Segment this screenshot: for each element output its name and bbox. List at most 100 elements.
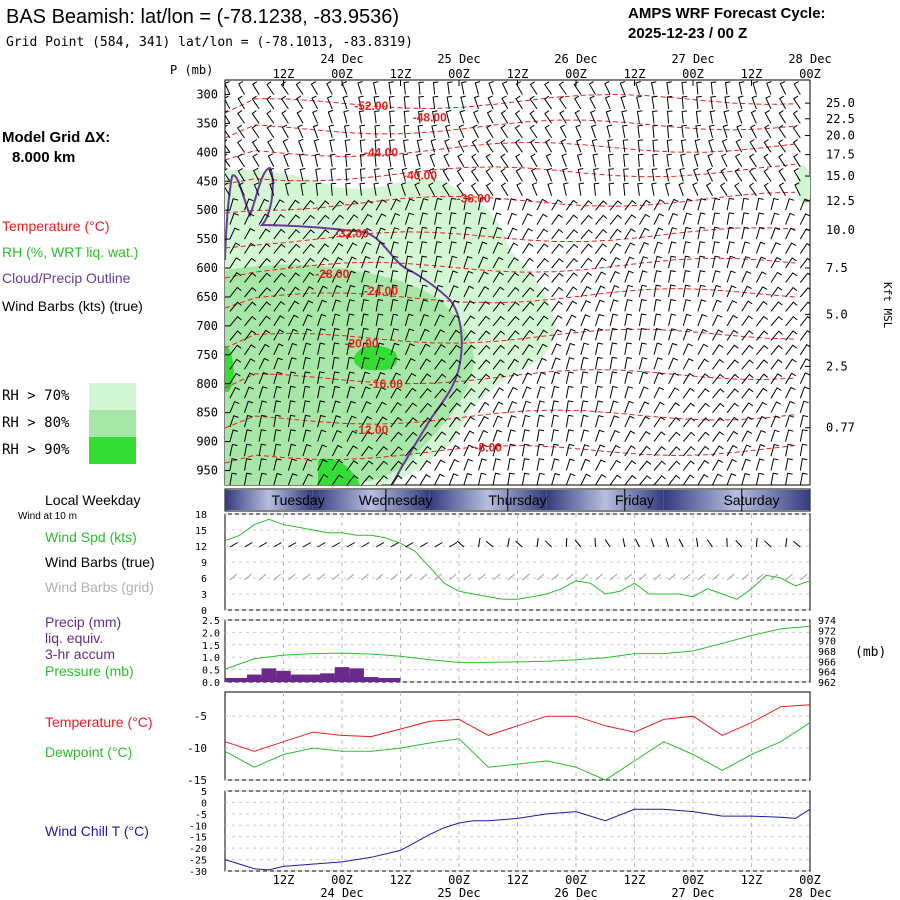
temperature-contour (225, 141, 796, 161)
wind-barb (492, 271, 504, 283)
wind-barb (785, 257, 797, 269)
wind-barb (478, 429, 489, 442)
wind-barb (389, 125, 395, 138)
wind-barb (779, 81, 787, 95)
wind-barb (225, 153, 231, 168)
wind-barb (705, 182, 713, 196)
wind-barb (653, 342, 663, 355)
wind-barb (544, 124, 553, 139)
wind-barb (329, 153, 336, 167)
wind-barb (507, 315, 520, 327)
wind-barb (458, 124, 465, 139)
wind-barb (244, 400, 254, 413)
wind-barb (726, 344, 739, 356)
wind-barb (311, 95, 319, 110)
wind-barb (331, 313, 341, 327)
wind-barb-true (405, 542, 414, 548)
wind-barb (463, 458, 473, 471)
wind-barb (695, 110, 702, 124)
wind-barb (507, 227, 518, 240)
wind-barb (357, 81, 363, 95)
wind-barb (624, 342, 632, 355)
wind-barb (521, 458, 530, 471)
wind-barb (580, 444, 590, 457)
wind-barb-true (755, 537, 758, 548)
wind-barb (595, 328, 604, 341)
temperature-contour (225, 445, 796, 464)
wind-barb (302, 328, 312, 341)
wind-barb (471, 168, 479, 182)
temperature-line (224, 704, 811, 752)
rh90-swatch (89, 437, 136, 464)
wind-barb (712, 270, 721, 283)
wind-barb (609, 313, 618, 327)
wind-barb-grid (785, 573, 793, 581)
legend-rh: RH (%, WRT liq. wat.) (2, 244, 138, 260)
wind-barb (419, 328, 430, 341)
wind-barb (551, 371, 560, 384)
wind-barb (492, 344, 505, 356)
wind-barb (624, 284, 634, 298)
wind-barb (697, 402, 710, 414)
wind-barb (361, 401, 372, 413)
wind-barb (521, 400, 531, 413)
wind-barb (302, 414, 311, 428)
wind-barb (559, 110, 567, 124)
wind-barb (237, 153, 245, 168)
wind-barb (273, 458, 282, 471)
wind-barb (463, 359, 476, 370)
wind-spd-label: Wind Spd (kts) (45, 529, 137, 545)
wind-barb (563, 182, 569, 196)
wind-barb (799, 213, 810, 225)
wind-barb (346, 284, 356, 298)
wind-barb (521, 329, 534, 341)
wind-barb (666, 139, 673, 153)
model-grid-value: 8.000 km (12, 149, 75, 166)
wind-barb (244, 227, 255, 240)
wind-barb (741, 472, 751, 485)
wind-barb (258, 301, 271, 312)
wind-tick-label: 18 (195, 510, 207, 521)
wind-barb (521, 472, 530, 485)
wind-barb (229, 330, 242, 341)
rh90-region-bottom (318, 458, 360, 485)
wind-barb (492, 197, 501, 211)
wind-barb (580, 243, 593, 254)
wind-barb (785, 458, 793, 471)
wind-barb (244, 344, 256, 356)
weekday-label: Wednesday (359, 492, 433, 508)
wind-barb (419, 417, 432, 428)
wind-barb (507, 286, 520, 298)
wind-barb (473, 95, 480, 110)
wind-barb (374, 124, 381, 138)
wind-barb (375, 299, 384, 312)
wind-barb (418, 81, 424, 95)
height-tick-label: 7.5 (826, 261, 848, 275)
wind-barb (565, 357, 575, 370)
wind-barb (283, 153, 289, 167)
wind-barb (258, 287, 272, 298)
wind-barb (580, 414, 589, 428)
wind-barb (682, 226, 692, 240)
wind-barb (507, 443, 516, 457)
wind-barb (478, 359, 491, 370)
wind-barb (500, 153, 509, 168)
precip-bar (320, 673, 335, 682)
bottom-date-label: 28 Dec (788, 886, 831, 900)
wind-barb (390, 284, 398, 298)
wind-barb (258, 228, 271, 240)
wind-barb (697, 299, 707, 312)
wind-barb-true (485, 540, 494, 548)
wind-barb (238, 81, 245, 95)
wind-barb (361, 415, 372, 428)
wind-barb-true (419, 542, 429, 548)
wind-barb (712, 241, 720, 254)
wind-barb (419, 402, 432, 414)
wind-barb (536, 257, 549, 269)
wind-barb (609, 444, 621, 457)
wind-barb (741, 226, 750, 240)
wind-barb (375, 199, 387, 211)
wind-barb (434, 344, 446, 356)
wind-barb (375, 227, 386, 240)
